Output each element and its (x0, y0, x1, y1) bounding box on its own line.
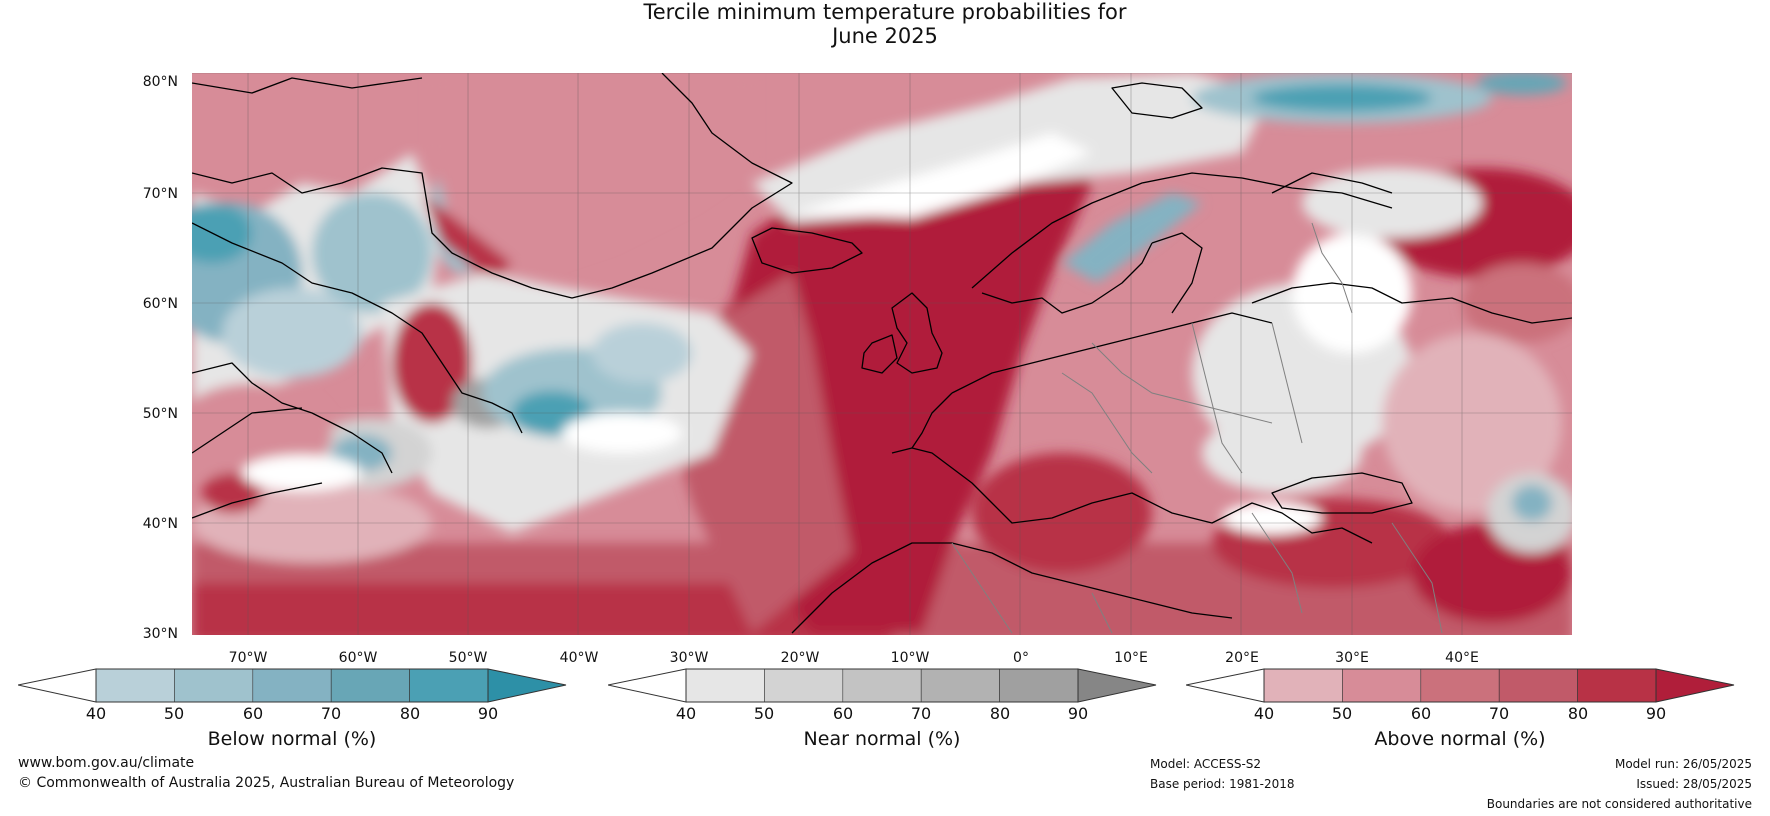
map-canvas (192, 73, 1572, 635)
lon-label-40w: 40°W (559, 650, 599, 666)
model-text: Model: ACCESS-S2 (1150, 757, 1262, 771)
lon-label-10e: 10°E (1114, 650, 1148, 666)
lon-label-0: 0° (1013, 650, 1029, 666)
colorbar-below-segment (330, 668, 410, 703)
below-tick-90: 90 (477, 704, 499, 723)
lat-label-80n: 80°N (142, 74, 178, 90)
colorbar-above-segment (1420, 668, 1500, 703)
colorbar-below-extend (487, 668, 567, 703)
colorbar-below-segment (174, 668, 254, 703)
lon-label-60w: 60°W (338, 650, 378, 666)
colorbar-above-segment (1342, 668, 1422, 703)
lon-label-20e: 20°E (1225, 650, 1259, 666)
above-tick-90: 90 (1645, 704, 1667, 723)
lon-label-30e: 30°E (1335, 650, 1369, 666)
colorbar-below-segment (95, 668, 175, 703)
base-period-text: Base period: 1981-2018 (1150, 777, 1295, 791)
below-tick-60: 60 (242, 704, 264, 723)
colorbar-near-extend (1077, 668, 1157, 703)
near-tick-70: 70 (910, 704, 932, 723)
colorbar-below-segment (252, 668, 332, 703)
below-tick-80: 80 (399, 704, 421, 723)
map-title: Tercile minimum temperature probabilitie… (0, 0, 1770, 48)
above-tick-70: 70 (1488, 704, 1510, 723)
below-normal-title: Below normal (%) (207, 728, 377, 750)
near-tick-90: 90 (1067, 704, 1089, 723)
issued-text: Issued: 28/05/2025 (1636, 777, 1752, 791)
lon-label-20w: 20°W (780, 650, 820, 666)
above-tick-40: 40 (1253, 704, 1275, 723)
colorbar-above-segment (1577, 668, 1657, 703)
above-tick-50: 50 (1331, 704, 1353, 723)
copyright-text: © Commonwealth of Australia 2025, Austra… (18, 775, 515, 791)
borders (951, 222, 1443, 634)
lat-label-50n: 50°N (142, 406, 178, 422)
below-tick-40: 40 (85, 704, 107, 723)
colorbar-near-segment (685, 668, 765, 703)
lon-label-30w: 30°W (669, 650, 709, 666)
model-run-text: Model run: 26/05/2025 (1614, 757, 1752, 771)
disclaimer-text: Boundaries are not considered authoritat… (1486, 797, 1752, 811)
colorbar-above (1186, 668, 1735, 703)
colorbar-above-segments (1263, 668, 1657, 703)
colorbar-above-segment (1498, 668, 1578, 703)
colorbar-below-segment (409, 668, 489, 703)
lon-label-40e: 40°E (1445, 650, 1479, 666)
colorbar-near-segment (842, 668, 922, 703)
map-title-line1: Tercile minimum temperature probabilitie… (643, 0, 1127, 24)
graticule (192, 73, 1572, 635)
colorbar-above-extend (1655, 668, 1735, 703)
above-normal-title: Above normal (%) (1374, 728, 1546, 750)
colorbar-near (608, 668, 1157, 703)
probability-map (192, 73, 1572, 635)
near-normal-title: Near normal (%) (803, 728, 961, 750)
colorbar-near-segment (920, 668, 1000, 703)
above-tick-80: 80 (1567, 704, 1589, 723)
lat-label-70n: 70°N (142, 186, 178, 202)
lon-label-50w: 50°W (448, 650, 488, 666)
lat-label-40n: 40°N (142, 516, 178, 532)
below-tick-50: 50 (163, 704, 185, 723)
coastlines (192, 73, 1572, 634)
colorbar-near-segment (764, 668, 844, 703)
below-tick-70: 70 (320, 704, 342, 723)
near-tick-60: 60 (832, 704, 854, 723)
near-tick-50: 50 (753, 704, 775, 723)
near-tick-40: 40 (675, 704, 697, 723)
lat-label-30n: 30°N (142, 626, 178, 642)
map-title-line2: June 2025 (832, 24, 938, 48)
lon-label-70w: 70°W (228, 650, 268, 666)
lat-label-60n: 60°N (142, 296, 178, 312)
website-link[interactable]: www.bom.gov.au/climate (18, 755, 195, 771)
colorbar-below-segments (95, 668, 489, 703)
colorbar-near-segment (999, 668, 1079, 703)
above-tick-60: 60 (1410, 704, 1432, 723)
colorbar-above-segment (1263, 668, 1343, 703)
probability-field (192, 73, 1572, 635)
colorbar-below (18, 668, 567, 703)
colorbar-near-segments (685, 668, 1079, 703)
lon-label-10w: 10°W (890, 650, 930, 666)
near-tick-80: 80 (989, 704, 1011, 723)
